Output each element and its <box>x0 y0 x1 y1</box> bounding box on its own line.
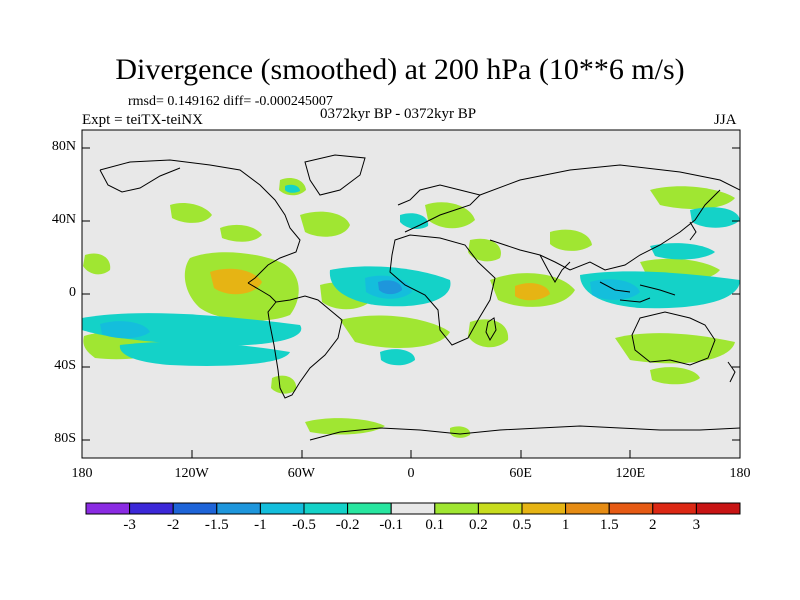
axis-ticks <box>82 147 740 458</box>
colorbar-swatch <box>347 502 392 515</box>
colorbar-swatch <box>390 502 436 515</box>
colorbar-swatch <box>129 502 174 515</box>
colorbar-level-label: -0.2 <box>335 517 360 533</box>
colorbar-swatch <box>565 502 610 515</box>
coast-madagascar <box>485 317 497 342</box>
y-tick-label: 40S <box>54 357 76 373</box>
colorbar-level-label: -0.1 <box>379 517 404 533</box>
contour-europe-green <box>425 202 475 229</box>
colorbar-level-label: 1.5 <box>599 517 619 533</box>
colorbar-swatch <box>172 502 218 515</box>
contour-greenland-cyan <box>285 184 300 193</box>
contour-pacific-west-green <box>83 253 111 275</box>
coast-maritime <box>599 281 676 303</box>
colorbar-level-label: -1 <box>254 517 267 533</box>
contour-north-pacific-green-2 <box>220 224 262 242</box>
colorbar-swatch <box>652 502 697 515</box>
contour-southern-ocean-green-2 <box>450 426 471 438</box>
contour-north-pacific-cyan <box>690 207 740 228</box>
contour-australia-green <box>615 333 735 364</box>
coast-new-zealand <box>727 361 736 383</box>
colorbar-level-label: 3 <box>692 517 701 533</box>
coast-antarctica <box>309 425 740 441</box>
x-tick-label: 180 <box>71 466 93 481</box>
coast-india <box>539 254 571 283</box>
negative-0.5-contours <box>100 275 640 339</box>
contour-north-pacific-west-green <box>650 186 735 210</box>
x-tick-label: 60E <box>509 466 532 481</box>
y-tick-label: 80S <box>54 430 76 446</box>
contour-south-america-south-green <box>271 375 297 394</box>
negative-1-contours <box>378 280 402 295</box>
contour-west-pacific-cyan-2 <box>650 243 715 260</box>
colorbar-level-label: -1.5 <box>204 517 229 533</box>
x-tick-label: 120W <box>174 466 209 481</box>
x-tick-label: 0 <box>407 466 415 481</box>
x-tick-label: 60W <box>287 466 315 481</box>
colorbar-level-label: 2 <box>649 517 657 533</box>
coastlines <box>99 154 740 441</box>
coast-south-america <box>267 295 343 399</box>
contour-indian-ocean-orange <box>515 283 550 301</box>
contour-east-asia-green <box>550 229 592 251</box>
contour-east-pacific-blue <box>100 321 150 339</box>
colorbar-level-label: 1 <box>561 517 570 533</box>
colorbar-swatch <box>259 502 305 515</box>
coast-greenland <box>304 154 366 196</box>
colorbar-level-label: -3 <box>123 517 136 533</box>
contour-south-pacific-cyan-band <box>119 341 290 366</box>
contour-atlantic-deep-blue <box>378 280 402 295</box>
contour-europe-cyan <box>400 213 429 229</box>
y-tick-label: 40N <box>51 212 76 228</box>
divergence-contours <box>82 178 740 438</box>
x-tick-label: 120E <box>615 466 646 481</box>
colorbar-swatch <box>521 502 567 515</box>
colorbar-swatch <box>477 502 523 515</box>
colorbar-swatch <box>85 502 131 515</box>
coast-japan <box>689 221 697 241</box>
coast-alaska <box>99 167 181 193</box>
x-tick-label: 180 <box>729 466 751 481</box>
experiment-label: Expt = teiTX-teiNX <box>82 112 203 128</box>
contour-east-pacific-orange <box>210 268 262 295</box>
contour-central-pacific-cyan <box>82 313 302 346</box>
coast-australia <box>631 311 716 366</box>
contour-north-america-green <box>300 211 350 237</box>
period-label: 0372kyr BP - 0372kyr BP <box>320 106 477 122</box>
contour-south-atlantic-cyan <box>380 349 415 366</box>
contour-middle-east-green <box>468 238 501 262</box>
coast-africa <box>389 234 496 346</box>
colorbar-swatch <box>695 502 741 515</box>
contour-south-atlantic-green <box>340 315 450 348</box>
season-label: JJA <box>714 112 737 128</box>
coast-asia <box>479 164 740 271</box>
map-title: Divergence (smoothed) at 200 hPa (10**6 … <box>115 53 685 86</box>
colorbar-swatch <box>303 502 349 515</box>
coast-north-america <box>99 159 301 284</box>
coast-central-america <box>247 282 277 303</box>
colorbar-level-label: -0.5 <box>292 517 316 533</box>
colorbar-swatch <box>434 502 479 515</box>
colorbar-swatch <box>216 502 261 515</box>
colorbar-level-label: 0.2 <box>469 517 488 533</box>
colorbar-level-label: 0.1 <box>425 517 445 533</box>
y-tick-label: 0 <box>69 285 76 300</box>
y-tick-label: 80N <box>51 139 76 155</box>
colorbar-level-label: 0.5 <box>512 517 532 533</box>
contour-south-indian-green <box>650 367 700 385</box>
contour-north-pacific-green-1 <box>170 203 212 223</box>
rmsd-diff-stats: rmsd= 0.149162 diff= -0.000245007 <box>128 94 333 109</box>
colorbar-level-label: -2 <box>166 517 180 533</box>
contour-southern-ocean-green <box>305 418 385 435</box>
colorbar-swatch <box>608 502 654 515</box>
contour-africa-green <box>468 319 509 348</box>
colorbar <box>85 502 741 515</box>
